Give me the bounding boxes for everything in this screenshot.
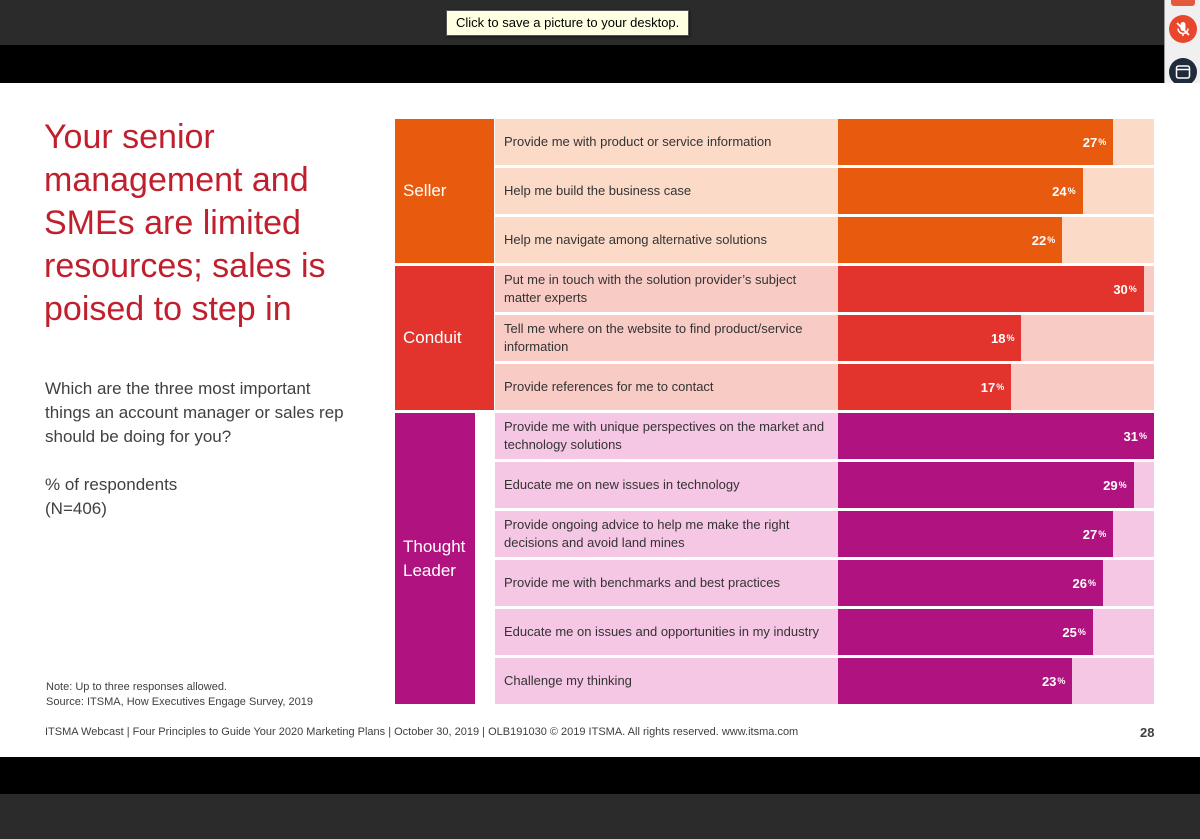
chart-row: Put me in touch with the solution provid…: [495, 266, 1154, 312]
bar-category-label: Help me build the business case: [504, 183, 692, 198]
bar-unit-label: %: [996, 382, 1005, 392]
slide-title: Your senior management and SMEs are limi…: [44, 118, 326, 328]
slide-note: Note: Up to three responses allowed. Sou…: [46, 680, 366, 710]
window-icon[interactable]: [1169, 58, 1197, 86]
bar-category-label: Educate me on new issues in technology: [504, 477, 740, 492]
bar-unit-label: %: [1006, 333, 1015, 343]
bar-value-label: 26: [1072, 575, 1088, 591]
bar-value-label: 29: [1103, 477, 1118, 493]
bar: 27%: [838, 511, 1114, 557]
chart-row: Help me navigate among alternative solut…: [495, 217, 1154, 263]
bar-value-label: 31: [1123, 428, 1138, 444]
bar-unit-label: %: [1067, 186, 1076, 196]
chart-row: Help me build the business case 24%: [495, 168, 1154, 214]
chart-row: Provide me with benchmarks and best prac…: [495, 560, 1154, 606]
window-bottom-strip: [0, 794, 1200, 839]
chart-row: Provide me with product or service infor…: [495, 119, 1154, 165]
bar: 24%: [838, 168, 1083, 214]
bar-track: 18%: [838, 315, 1154, 361]
survey-question: Which are the three most important thing…: [45, 379, 344, 446]
bar-track: 23%: [838, 658, 1154, 704]
bar-category-label: Tell me where on the website to find pro…: [504, 321, 803, 354]
page-number: 28: [1140, 725, 1155, 740]
bar: 27%: [838, 119, 1114, 165]
bar-track: 26%: [838, 560, 1154, 606]
bar-value-label: 18: [990, 330, 1006, 346]
group-label-0: Seller: [395, 119, 494, 263]
bar-unit-label: %: [1077, 627, 1086, 637]
bar-unit-label: %: [1098, 137, 1107, 147]
bar: 29%: [838, 462, 1134, 508]
bar-track: 31%: [838, 413, 1154, 459]
bar-track: 24%: [838, 168, 1154, 214]
bar-category-label: Provide me with unique perspectives on t…: [504, 419, 825, 452]
bar-unit-label: %: [1098, 529, 1107, 539]
bar-category-label: Put me in touch with the solution provid…: [504, 272, 797, 305]
chart-row: Educate me on issues and opportunities i…: [495, 609, 1154, 655]
bar-unit-label: %: [1118, 480, 1127, 490]
bar-value-label: 27: [1082, 134, 1098, 150]
chart-row: Provide me with unique perspectives on t…: [495, 413, 1154, 459]
bar-value-label: 23: [1041, 673, 1057, 689]
bar-category-label: Provide me with product or service infor…: [504, 134, 772, 149]
slide-footer: ITSMA Webcast | Four Principles to Guide…: [45, 726, 799, 738]
bar: 22%: [838, 217, 1063, 263]
respondents-count: (N=406): [45, 499, 107, 518]
bar: 23%: [838, 658, 1073, 704]
bar-category-label: Provide references for me to contact: [504, 379, 714, 394]
bar: 17%: [838, 364, 1012, 410]
bar-track: 27%: [838, 119, 1154, 165]
bar-category-label: Help me navigate among alternative solut…: [504, 232, 768, 247]
letterbox-top: [0, 45, 1200, 83]
note-text: Note: Up to three responses allowed.: [46, 681, 227, 693]
bar-track: 17%: [838, 364, 1154, 410]
bar-value-label: 27: [1082, 526, 1098, 542]
bar-unit-label: %: [1088, 578, 1097, 588]
bar-unit-label: %: [1057, 676, 1066, 686]
bar-category-label: Provide me with benchmarks and best prac…: [504, 575, 781, 590]
bar-unit-label: %: [1138, 431, 1147, 441]
bar-track: 25%: [838, 609, 1154, 655]
horizontal-bar-chart: Seller Provide me with product or service…: [395, 119, 1154, 706]
bar: 30%: [838, 266, 1144, 312]
bar-track: 22%: [838, 217, 1154, 263]
bar-category-label: Challenge my thinking: [504, 673, 632, 688]
letterbox-bottom: [0, 757, 1200, 794]
bar: 25%: [838, 609, 1093, 655]
group-label-1: Conduit: [395, 266, 494, 410]
bar-category-label: Educate me on issues and opportunities i…: [504, 624, 820, 639]
chart-row: Tell me where on the website to find pro…: [495, 315, 1154, 361]
chart-row: Challenge my thinking 23%: [495, 658, 1154, 704]
bar-value-label: 24: [1052, 183, 1067, 199]
bar-value-label: 22: [1031, 232, 1047, 248]
bar: 18%: [838, 315, 1022, 361]
bar-category-label: Provide ongoing advice to help me make t…: [504, 517, 790, 550]
mic-muted-icon[interactable]: [1169, 15, 1197, 43]
bar-track: 30%: [838, 266, 1154, 312]
chart-row: Provide ongoing advice to help me make t…: [495, 511, 1154, 557]
group-label-2: Thought Leader: [395, 413, 475, 704]
bar-unit-label: %: [1047, 235, 1056, 245]
presentation-slide: Your senior management and SMEs are limi…: [0, 83, 1200, 757]
save-picture-tooltip: Click to save a picture to your desktop.: [446, 10, 690, 36]
bar: 31%: [838, 413, 1154, 459]
bar-value-label: 25: [1062, 624, 1077, 640]
chart-row: Educate me on new issues in technology 29…: [495, 462, 1154, 508]
bar-track: 27%: [838, 511, 1154, 557]
bar: 26%: [838, 560, 1104, 606]
respondents-caption: % of respondents (N=406): [45, 473, 355, 521]
source-text: Source: ITSMA, How Executives Engage Sur…: [46, 696, 313, 708]
bar-unit-label: %: [1128, 284, 1137, 294]
bar-value-label: 17: [980, 379, 996, 395]
bar-track: 29%: [838, 462, 1154, 508]
bar-value-label: 30: [1113, 281, 1128, 297]
chart-row: Provide references for me to contact 17%: [495, 364, 1154, 410]
toolbar-nub: [1171, 0, 1195, 6]
respondents-unit: % of respondents: [45, 475, 178, 494]
